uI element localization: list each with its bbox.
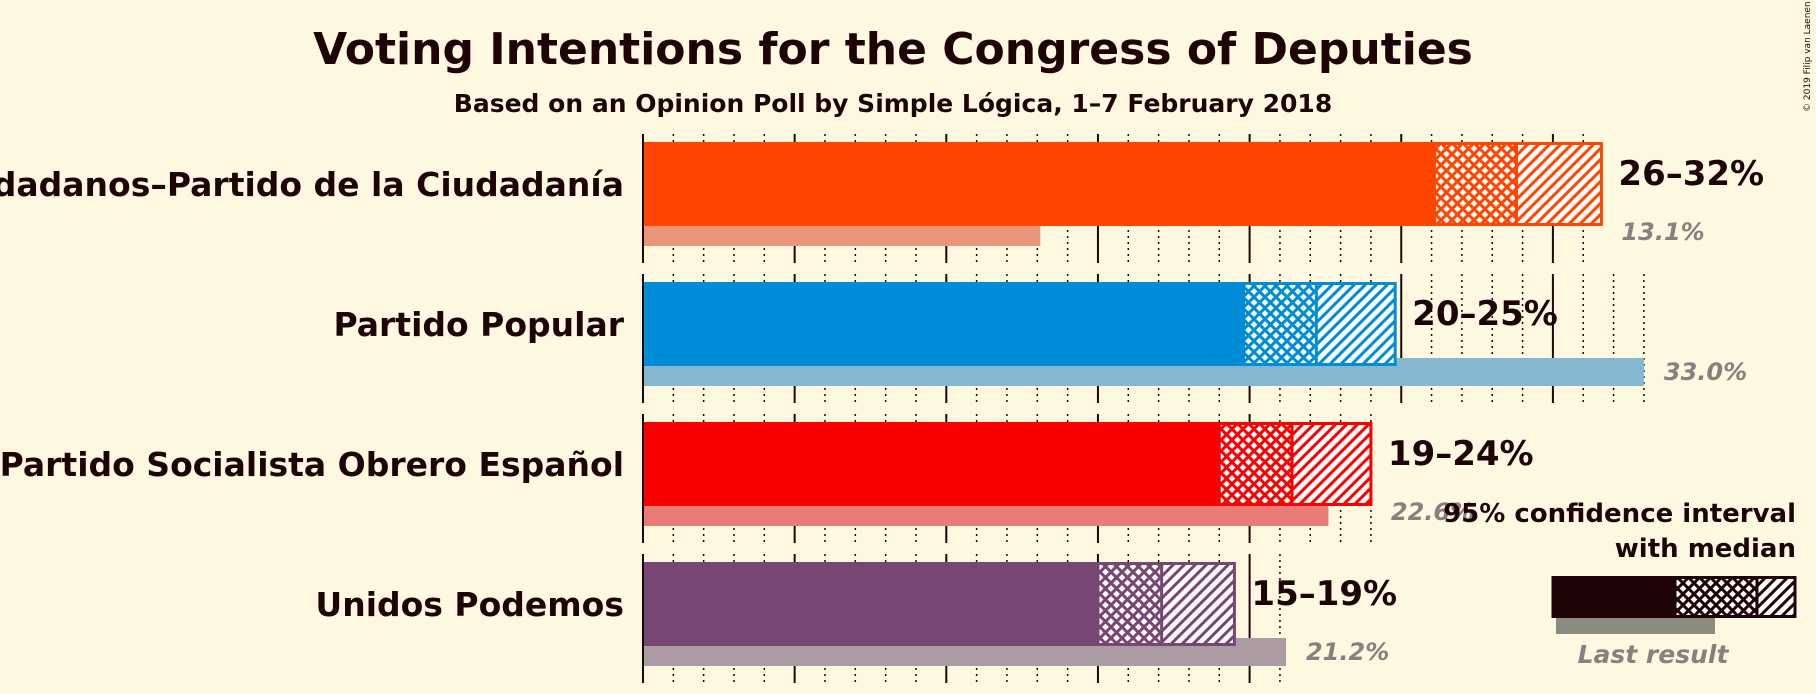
ci-upper-half — [1292, 422, 1371, 506]
ci-upper-half — [1316, 282, 1396, 366]
ci-base-bar — [643, 142, 1435, 226]
range-label: 15–19% — [1251, 574, 1397, 614]
chart-title: Voting Intentions for the Congress of De… — [313, 24, 1473, 75]
ci-outline — [1217, 422, 1373, 506]
ci-lower-half — [1434, 142, 1517, 226]
legend: 95% confidence interval with median Last… — [1443, 499, 1797, 669]
range-label: 19–24% — [1388, 434, 1534, 474]
legend-last-result-label: Last result — [1578, 640, 1730, 669]
ci-outline — [1433, 142, 1603, 226]
ci-lower-half — [1219, 422, 1293, 506]
ci-base-bar — [643, 562, 1098, 646]
ci-upper-half — [1516, 142, 1602, 226]
ci-base-bar — [643, 422, 1220, 506]
legend-ci-lower-half — [1675, 576, 1757, 618]
ci-lower-half — [1243, 282, 1317, 366]
legend-ci-base — [1553, 576, 1675, 618]
legend-title-line2: with median — [1615, 534, 1796, 564]
last-result-label: 21.2% — [1306, 638, 1389, 666]
last-result-label: 33.0% — [1664, 358, 1747, 386]
party-label: Partido Socialista Obrero Español — [0, 445, 624, 484]
plot-area: Ciudadanos–Partido de la Ciudadanía 26–32… — [0, 134, 1764, 683]
ci-base-bar — [643, 282, 1244, 366]
legend-ci-upper-half — [1757, 576, 1795, 618]
party-label: Ciudadanos–Partido de la Ciudadanía — [0, 165, 624, 204]
chart-subtitle: Based on an Opinion Poll by Simple Lógic… — [454, 89, 1332, 118]
ci-outline — [1096, 562, 1236, 646]
range-label: 26–32% — [1618, 154, 1764, 194]
last-result-label: 13.1% — [1621, 218, 1704, 246]
party-label: Unidos Podemos — [315, 585, 624, 624]
ci-upper-half — [1161, 562, 1235, 646]
range-label: 20–25% — [1412, 294, 1558, 334]
credit: © 2019 Filip van Laenen — [1803, 1, 1813, 112]
legend-title-line1: 95% confidence interval — [1443, 499, 1796, 529]
ci-lower-half — [1097, 562, 1162, 646]
last-result-label: 22.6% — [1391, 498, 1474, 526]
party-label: Partido Popular — [333, 305, 624, 344]
ci-outline — [1242, 282, 1397, 366]
